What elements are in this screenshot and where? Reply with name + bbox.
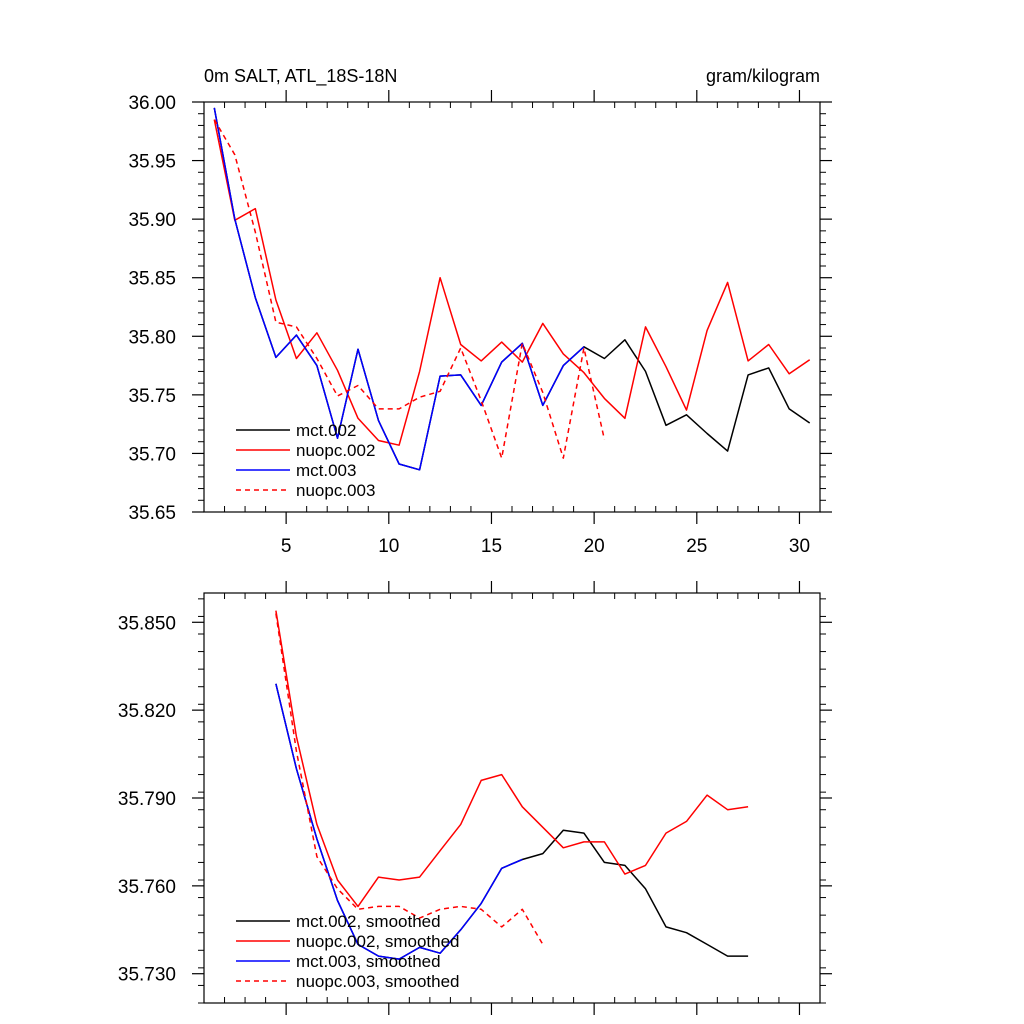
series-line-nuopc-002 — [213, 119, 811, 446]
top-panel: 0m SALT, ATL_18S-18N gram/kilogram 5 10 15… — [128, 66, 832, 557]
legend-label-mct-002: mct.002 — [296, 421, 356, 440]
legend-label-nuopc-003: nuopc.003 — [296, 481, 375, 500]
x-tick-label: 25 — [686, 536, 707, 557]
y-tick-label: 35.95 — [128, 152, 176, 173]
top-panel-ticks: 5 10 15 20 25 30 35.65 35.70 35.75 35.80 35.85 35.9… — [128, 90, 832, 557]
legend-label-mct-002-smoothed: mct.002, smoothed — [296, 912, 441, 931]
bottom-panel-series — [275, 610, 749, 960]
top-plot-frame — [203, 101, 821, 513]
y-tick-label: 35.820 — [118, 701, 176, 722]
y-tick-label: 35.760 — [118, 877, 176, 898]
top-legend: mct.002 nuopc.002 mct.003 nuopc.003 — [236, 421, 375, 500]
legend-label-mct-003-smoothed: mct.003, smoothed — [296, 952, 441, 971]
top-panel-title: 0m SALT, ATL_18S-18N — [204, 66, 397, 87]
y-tick-label: 35.75 — [128, 386, 176, 407]
series-line-mct-003-smoothed — [275, 683, 523, 960]
series-line-mct-002 — [213, 107, 811, 471]
y-tick-label: 35.730 — [118, 965, 176, 986]
bottom-panel-ticks: 35.730 35.760 35.790 35.820 35.850 — [118, 581, 832, 1015]
x-tick-label: 20 — [584, 536, 605, 557]
legend-label-nuopc-002-smoothed: nuopc.002, smoothed — [296, 932, 460, 951]
x-tick-label: 15 — [481, 536, 502, 557]
legend-label-nuopc-002: nuopc.002 — [296, 441, 375, 460]
y-tick-label: 35.790 — [118, 789, 176, 810]
series-line-nuopc-003 — [213, 119, 606, 459]
y-tick-label: 35.85 — [128, 269, 176, 290]
x-tick-label: 10 — [378, 536, 399, 557]
y-tick-label: 35.70 — [128, 444, 176, 465]
y-tick-label: 35.65 — [128, 503, 176, 524]
series-line-nuopc-002-smoothed — [275, 610, 749, 908]
top-panel-units: gram/kilogram — [706, 66, 820, 86]
y-tick-label: 35.80 — [128, 327, 176, 348]
legend-label-mct-003: mct.003 — [296, 461, 356, 480]
x-tick-label: 5 — [281, 536, 292, 557]
series-line-nuopc-003-smoothed — [275, 613, 544, 945]
series-line-mct-003 — [213, 107, 585, 471]
y-tick-label: 35.90 — [128, 210, 176, 231]
x-tick-label: 30 — [789, 536, 810, 557]
top-panel-series — [213, 107, 811, 471]
bottom-legend: mct.002, smoothed nuopc.002, smoothed mc… — [236, 912, 460, 991]
y-tick-label: 35.850 — [118, 613, 176, 634]
legend-label-nuopc-003-smoothed: nuopc.003, smoothed — [296, 972, 460, 991]
y-tick-label: 36.00 — [128, 93, 176, 114]
bottom-panel: 35.730 35.760 35.790 35.820 35.850 mct.002, … — [118, 581, 832, 1015]
bottom-plot-frame — [203, 592, 821, 1004]
